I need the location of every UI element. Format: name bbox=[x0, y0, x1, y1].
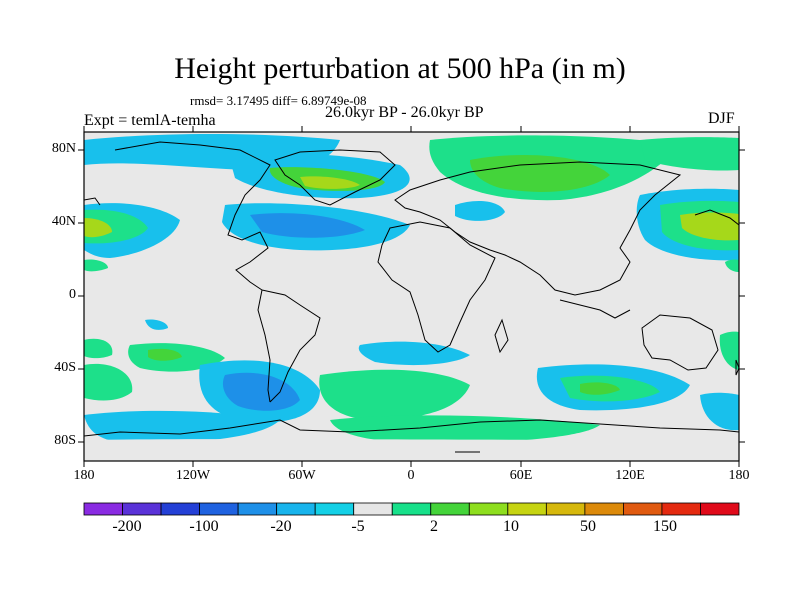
coast-australia bbox=[641, 314, 719, 371]
lon-label-120w: 120W bbox=[175, 468, 211, 483]
colorbar-box-4 bbox=[199, 502, 239, 516]
colorbar-box-9 bbox=[391, 502, 432, 516]
anomaly-south-pacific-core bbox=[148, 348, 182, 361]
anomaly-tropical-pacific bbox=[84, 259, 108, 272]
coast-south-america-west bbox=[257, 289, 271, 403]
colorbar-box-14 bbox=[584, 502, 624, 516]
map-field bbox=[84, 132, 739, 461]
anomaly-south-pacific-small bbox=[145, 319, 168, 330]
lon-label-180w: 180 bbox=[73, 468, 95, 483]
colorbar-box-10 bbox=[430, 502, 470, 516]
anomaly-eurasia-core bbox=[470, 155, 610, 192]
colorbar bbox=[83, 502, 740, 516]
season-label: DJF bbox=[708, 110, 735, 127]
anomaly-tropical-east bbox=[725, 259, 739, 272]
colorbar-label-4: -5 bbox=[351, 518, 365, 535]
colorbar-label-7: 50 bbox=[580, 518, 596, 535]
coast-eurasia bbox=[394, 161, 682, 296]
lat-label-40n: 40N bbox=[51, 214, 76, 229]
coastlines bbox=[84, 141, 739, 453]
coast-south-america-east bbox=[261, 289, 321, 403]
colorbar-box-11 bbox=[468, 502, 509, 516]
coast-alaska bbox=[694, 209, 739, 226]
anomaly-antarctic-atlantic bbox=[330, 415, 600, 443]
lon-label-180e: 180 bbox=[728, 468, 750, 483]
colorbar-label-3: -20 bbox=[270, 518, 292, 535]
colorbar-label-1: -200 bbox=[112, 518, 142, 535]
colorbar-box-6 bbox=[276, 502, 316, 516]
coast-africa bbox=[377, 221, 496, 353]
colorbar-box-12 bbox=[507, 502, 547, 516]
colorbar-box-8 bbox=[353, 502, 393, 516]
experiment-label: Expt = temlA-temha bbox=[84, 112, 216, 129]
colorbar-box-2 bbox=[122, 502, 162, 516]
coast-north-america bbox=[114, 141, 271, 291]
anomaly-greenland-peak bbox=[300, 176, 360, 189]
colorbar-box-1 bbox=[83, 502, 123, 516]
colorbar-box-5 bbox=[237, 502, 278, 516]
anomaly-southwest-pacific bbox=[84, 363, 133, 401]
colorbar-label-8: 150 bbox=[653, 518, 677, 535]
anomaly-north-pacific-east-peak bbox=[680, 212, 739, 241]
axis-ticks bbox=[78, 126, 745, 467]
anomaly-tasman-sea bbox=[719, 331, 739, 370]
colorbar-box-3 bbox=[160, 502, 200, 516]
anomaly-south-america-core bbox=[222, 372, 300, 411]
anomaly-north-atlantic-core bbox=[250, 213, 365, 238]
lon-label-60w: 60W bbox=[288, 468, 316, 483]
anomaly-southeast-pacific bbox=[700, 392, 739, 431]
coast-greenland bbox=[274, 149, 396, 206]
coast-new-zealand bbox=[735, 359, 739, 376]
anomaly-south-atlantic-low bbox=[358, 341, 470, 366]
coast-indonesia bbox=[559, 299, 631, 319]
anomaly-indian-ocean-core bbox=[580, 382, 620, 395]
lat-label-80n: 80N bbox=[51, 141, 76, 156]
anomaly-south-pacific-west bbox=[84, 338, 113, 359]
anomaly-south-atlantic-high bbox=[319, 369, 470, 420]
coast-east-siberia bbox=[84, 197, 101, 206]
coast-madagascar bbox=[494, 318, 509, 354]
anomaly-antarctic-pacific bbox=[84, 410, 280, 443]
anomaly-polar-neutral bbox=[84, 439, 739, 461]
colorbar-box-16 bbox=[661, 502, 701, 516]
colorbar-box-15 bbox=[623, 502, 663, 516]
chart-title: Height perturbation at 500 hPa (in m) bbox=[174, 52, 626, 85]
coast-antarctica bbox=[84, 419, 739, 437]
anomaly-arctic-east bbox=[640, 137, 739, 171]
anomaly-mediterranean-low bbox=[455, 200, 505, 221]
lon-label-120e: 120E bbox=[615, 468, 645, 483]
lat-label-40s: 40S bbox=[54, 360, 76, 375]
lon-label-60e: 60E bbox=[509, 468, 533, 483]
colorbar-box-7 bbox=[314, 502, 355, 516]
period-label: 26.0kyr BP - 26.0kyr BP bbox=[325, 104, 484, 121]
lat-label-80s: 80S bbox=[54, 433, 76, 448]
colorbar-label-5: 2 bbox=[430, 518, 438, 535]
colorbar-label-2: -100 bbox=[189, 518, 219, 535]
colorbar-label-6: 10 bbox=[503, 518, 519, 535]
anomaly-pacific-west-peak bbox=[84, 218, 112, 238]
lat-label-0: 0 bbox=[69, 287, 76, 302]
colorbar-box-13 bbox=[545, 502, 586, 516]
stats-text: rmsd= 3.17495 diff= 6.89749e-08 bbox=[190, 93, 367, 108]
lon-label-0: 0 bbox=[407, 468, 415, 483]
colorbar-box-17 bbox=[700, 502, 740, 516]
